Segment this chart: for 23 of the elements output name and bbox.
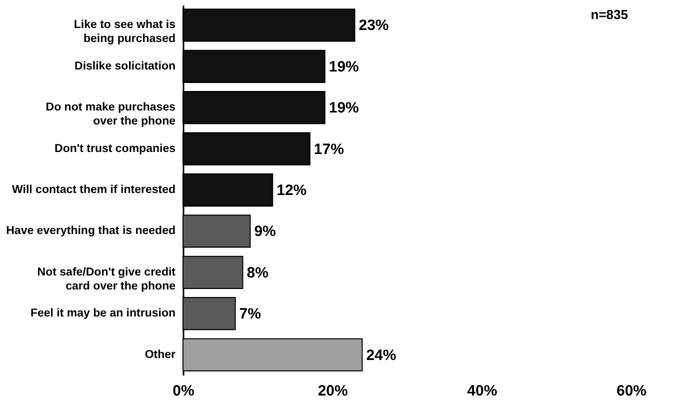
y-tick-label: Don't trust companies <box>54 142 176 155</box>
y-tick-label: Will contact them if interested <box>12 184 176 196</box>
data-label: 23% <box>358 17 389 34</box>
data-label: 7% <box>239 306 261 323</box>
y-tick-label: Dislike solicitation <box>74 60 176 72</box>
x-tick-label: 20% <box>318 382 348 400</box>
y-tick-label: Feel it may be an intrusion <box>30 308 176 320</box>
data-label: 19% <box>328 58 359 76</box>
data-label: 19% <box>328 100 359 117</box>
y-tick-label: Have everything that is needed <box>6 225 176 238</box>
data-label: 8% <box>246 264 268 282</box>
y-tick-label: Do not make purchases over the phone <box>46 102 176 128</box>
data-label: 17% <box>314 140 344 158</box>
y-tick-label: Other <box>144 348 176 361</box>
y-tick-label: Like to see what is being purchased <box>74 19 176 46</box>
x-tick-label: 60% <box>616 382 647 400</box>
annotation: n=835 <box>590 7 628 22</box>
data-label: 24% <box>366 346 396 364</box>
data-label: 9% <box>254 223 276 240</box>
data-label: 12% <box>276 182 307 199</box>
x-tick-label: 0% <box>172 382 194 400</box>
x-tick-label: 40% <box>467 382 498 400</box>
y-tick-label: Not safe/Don't give credit card over the phone <box>37 266 176 292</box>
